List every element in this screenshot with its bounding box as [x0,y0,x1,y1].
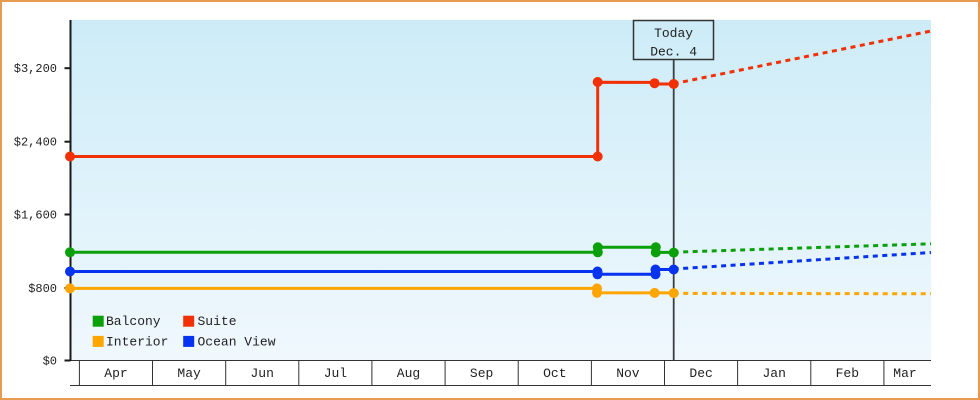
svg-text:Feb: Feb [836,366,859,381]
svg-text:$3,200: $3,200 [14,62,57,76]
svg-text:May: May [177,366,201,381]
svg-text:Aug: Aug [397,366,420,381]
svg-text:Ocean View: Ocean View [198,334,276,349]
svg-text:Dec: Dec [689,366,712,381]
svg-text:Interior: Interior [106,334,168,349]
svg-text:Mar: Mar [893,366,916,381]
svg-text:Balcony: Balcony [106,314,161,329]
svg-text:Today: Today [654,26,693,41]
svg-text:Apr: Apr [104,366,127,381]
svg-text:Nov: Nov [616,366,640,381]
svg-text:Oct: Oct [543,366,566,381]
svg-text:Jun: Jun [250,366,273,381]
svg-text:Sep: Sep [470,366,493,381]
svg-text:Suite: Suite [198,314,237,329]
svg-text:$0: $0 [43,355,57,369]
svg-text:$2,400: $2,400 [14,136,57,150]
svg-text:$1,600: $1,600 [14,209,57,223]
svg-text:Dec. 4: Dec. 4 [650,45,697,60]
svg-text:Jan: Jan [762,366,785,381]
svg-text:Jul: Jul [324,366,348,381]
svg-text:$800: $800 [28,282,57,296]
